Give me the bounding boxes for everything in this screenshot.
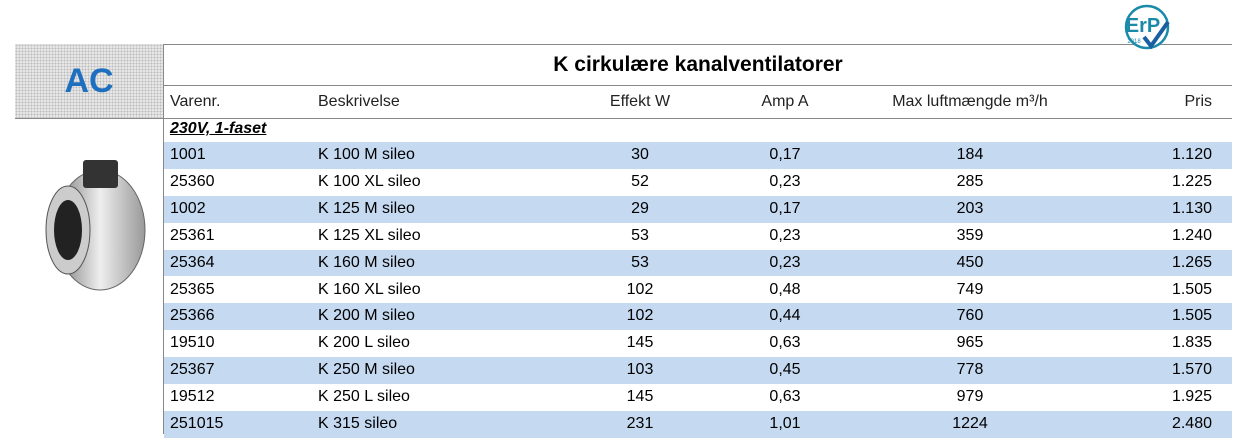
table-cell: 29 bbox=[590, 196, 690, 222]
table-cell: 1.570 bbox=[1172, 357, 1212, 383]
table-cell: K 250 M sileo bbox=[318, 357, 415, 383]
table-cell: K 125 XL sileo bbox=[318, 223, 421, 249]
table-cell: 0,63 bbox=[735, 330, 835, 356]
table-cell: 1.240 bbox=[1172, 223, 1212, 249]
table-cell: K 315 sileo bbox=[318, 411, 397, 437]
table-cell: 25366 bbox=[170, 303, 215, 329]
table-cell: 145 bbox=[590, 330, 690, 356]
table-cell: 979 bbox=[880, 384, 1060, 410]
table-cell: 25367 bbox=[170, 357, 215, 383]
logo-year: 2018 bbox=[1127, 39, 1141, 45]
badge: AC bbox=[15, 44, 164, 119]
table-cell: 52 bbox=[590, 169, 690, 195]
table-cell: 25360 bbox=[170, 169, 215, 195]
table-cell: 145 bbox=[590, 384, 690, 410]
table-cell: 1.505 bbox=[1172, 303, 1212, 329]
table-cell: 1,01 bbox=[735, 411, 835, 437]
table-cell: 0,48 bbox=[735, 277, 835, 303]
table-cell: 184 bbox=[880, 142, 1060, 168]
table-cell: K 160 XL sileo bbox=[318, 277, 421, 303]
table-cell: 778 bbox=[880, 357, 1060, 383]
table-cell: 1.225 bbox=[1172, 169, 1212, 195]
table-cell: 203 bbox=[880, 196, 1060, 222]
table-cell: K 200 M sileo bbox=[318, 303, 415, 329]
table-cell: 965 bbox=[880, 330, 1060, 356]
table-cell: 0,45 bbox=[735, 357, 835, 383]
left-border bbox=[163, 44, 164, 434]
table-cell: 1002 bbox=[170, 196, 206, 222]
table-cell: 25361 bbox=[170, 223, 215, 249]
table-cell: K 100 M sileo bbox=[318, 142, 415, 168]
table-cell: 1.835 bbox=[1172, 330, 1212, 356]
table-cell: 0,17 bbox=[735, 196, 835, 222]
table-cell: 0,23 bbox=[735, 223, 835, 249]
table-cell: 1224 bbox=[880, 411, 1060, 437]
table-cell: 760 bbox=[880, 303, 1060, 329]
column-header: Max luftmængde m³/h bbox=[880, 89, 1060, 115]
table-cell: 285 bbox=[880, 169, 1060, 195]
table-cell: 102 bbox=[590, 277, 690, 303]
column-header: Amp A bbox=[735, 89, 835, 115]
table-cell: 1001 bbox=[170, 142, 206, 168]
column-header: Effekt W bbox=[590, 89, 690, 115]
table-cell: 25365 bbox=[170, 277, 215, 303]
column-header: Pris bbox=[1184, 89, 1212, 115]
table-cell: 0,23 bbox=[735, 169, 835, 195]
section-label: 230V, 1-faset bbox=[170, 116, 266, 142]
page: AC K cirkulære kanalventilatorer ErP 201… bbox=[0, 0, 1249, 434]
erp-logo: ErP 2018 bbox=[1110, 2, 1190, 52]
table-cell: 749 bbox=[880, 277, 1060, 303]
table-cell: K 125 M sileo bbox=[318, 196, 415, 222]
table-cell: K 100 XL sileo bbox=[318, 169, 421, 195]
table-title: K cirkulære kanalventilatorer bbox=[164, 44, 1232, 86]
table-cell: K 250 L sileo bbox=[318, 384, 410, 410]
table-cell: 1.120 bbox=[1172, 142, 1212, 168]
table-cell: 53 bbox=[590, 250, 690, 276]
table-cell: 0,63 bbox=[735, 384, 835, 410]
table-cell: 0,44 bbox=[735, 303, 835, 329]
table-cell: K 200 L sileo bbox=[318, 330, 410, 356]
table-cell: 359 bbox=[880, 223, 1060, 249]
table-cell: 231 bbox=[590, 411, 690, 437]
logo-text: ErP bbox=[1126, 15, 1160, 37]
table-cell: 1.130 bbox=[1172, 196, 1212, 222]
table-cell: 1.265 bbox=[1172, 250, 1212, 276]
table-cell: 30 bbox=[590, 142, 690, 168]
table-cell: 2.480 bbox=[1172, 411, 1212, 437]
table-cell: 25364 bbox=[170, 250, 215, 276]
fan-image bbox=[28, 150, 153, 300]
table-cell: 0,17 bbox=[735, 142, 835, 168]
column-header: Varenr. bbox=[170, 89, 220, 115]
table-cell: 251015 bbox=[170, 411, 223, 437]
table-cell: 53 bbox=[590, 223, 690, 249]
table-cell: K 160 M sileo bbox=[318, 250, 415, 276]
table-cell: 103 bbox=[590, 357, 690, 383]
table-cell: 450 bbox=[880, 250, 1060, 276]
table-cell: 1.505 bbox=[1172, 277, 1212, 303]
table-cell: 0,23 bbox=[735, 250, 835, 276]
table-cell: 19510 bbox=[170, 330, 215, 356]
table-cell: 1.925 bbox=[1172, 384, 1212, 410]
table-cell: 19512 bbox=[170, 384, 215, 410]
column-header: Beskrivelse bbox=[318, 89, 400, 115]
table-cell: 102 bbox=[590, 303, 690, 329]
